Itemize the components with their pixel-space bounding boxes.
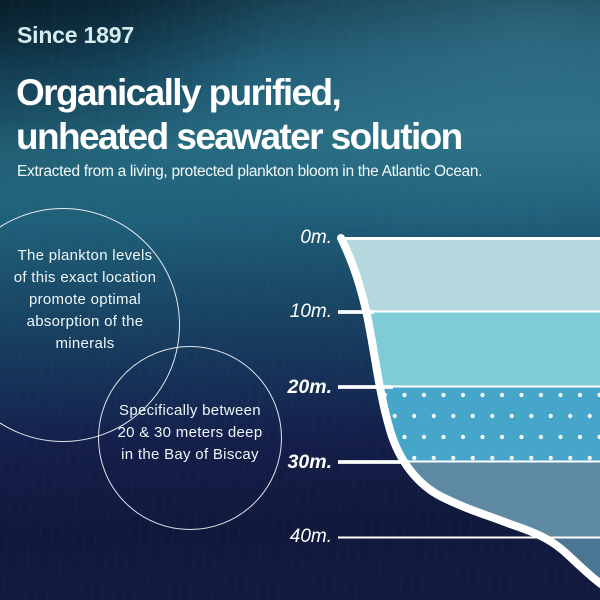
depth-label-0m: 0m. [300,227,332,248]
page-title-line1: Organically purified, [16,72,342,113]
plankton-bubble-text: The plankton levels of this exact locati… [0,245,185,355]
plankton-bubble-line: minerals [55,335,115,352]
depth-bubble-text: Specifically between 20 & 30 meters deep… [90,400,290,466]
plankton-bubble-line: promote optimal [28,291,142,308]
depth-bubble-line: in the Bay of Biscay [121,446,259,463]
layer-10-20m [341,312,600,387]
plankton-bubble-line: The plankton levels [17,247,153,264]
depth-label-10m: 10m. [289,301,332,322]
layer-0-10m [341,238,600,312]
depth-bubble-line: 20 & 30 meters deep [117,424,263,441]
layer-30-40m [341,462,600,538]
depth-label-30m: 30m. [287,451,332,473]
page-title-line2: unheated seawater solution [16,116,463,157]
plankton-bubble-line: absorption of the [26,313,144,330]
depth-label-20m: 20m. [287,376,332,398]
plankton-bubble-line: of this exact location [13,269,157,286]
eyebrow-since-1897: Since 1897 [17,22,134,48]
seabed-profile-curve [337,234,600,588]
page-title: Organically purified, unheated seawater … [16,71,576,159]
plankton-dots-texture [341,387,600,462]
depth-bubble-circle [98,346,282,530]
depth-bubble-line: Specifically between [119,402,261,419]
depth-label-40m: 40m. [289,526,332,547]
page-subtitle: Extracted from a living, protected plank… [17,163,483,180]
